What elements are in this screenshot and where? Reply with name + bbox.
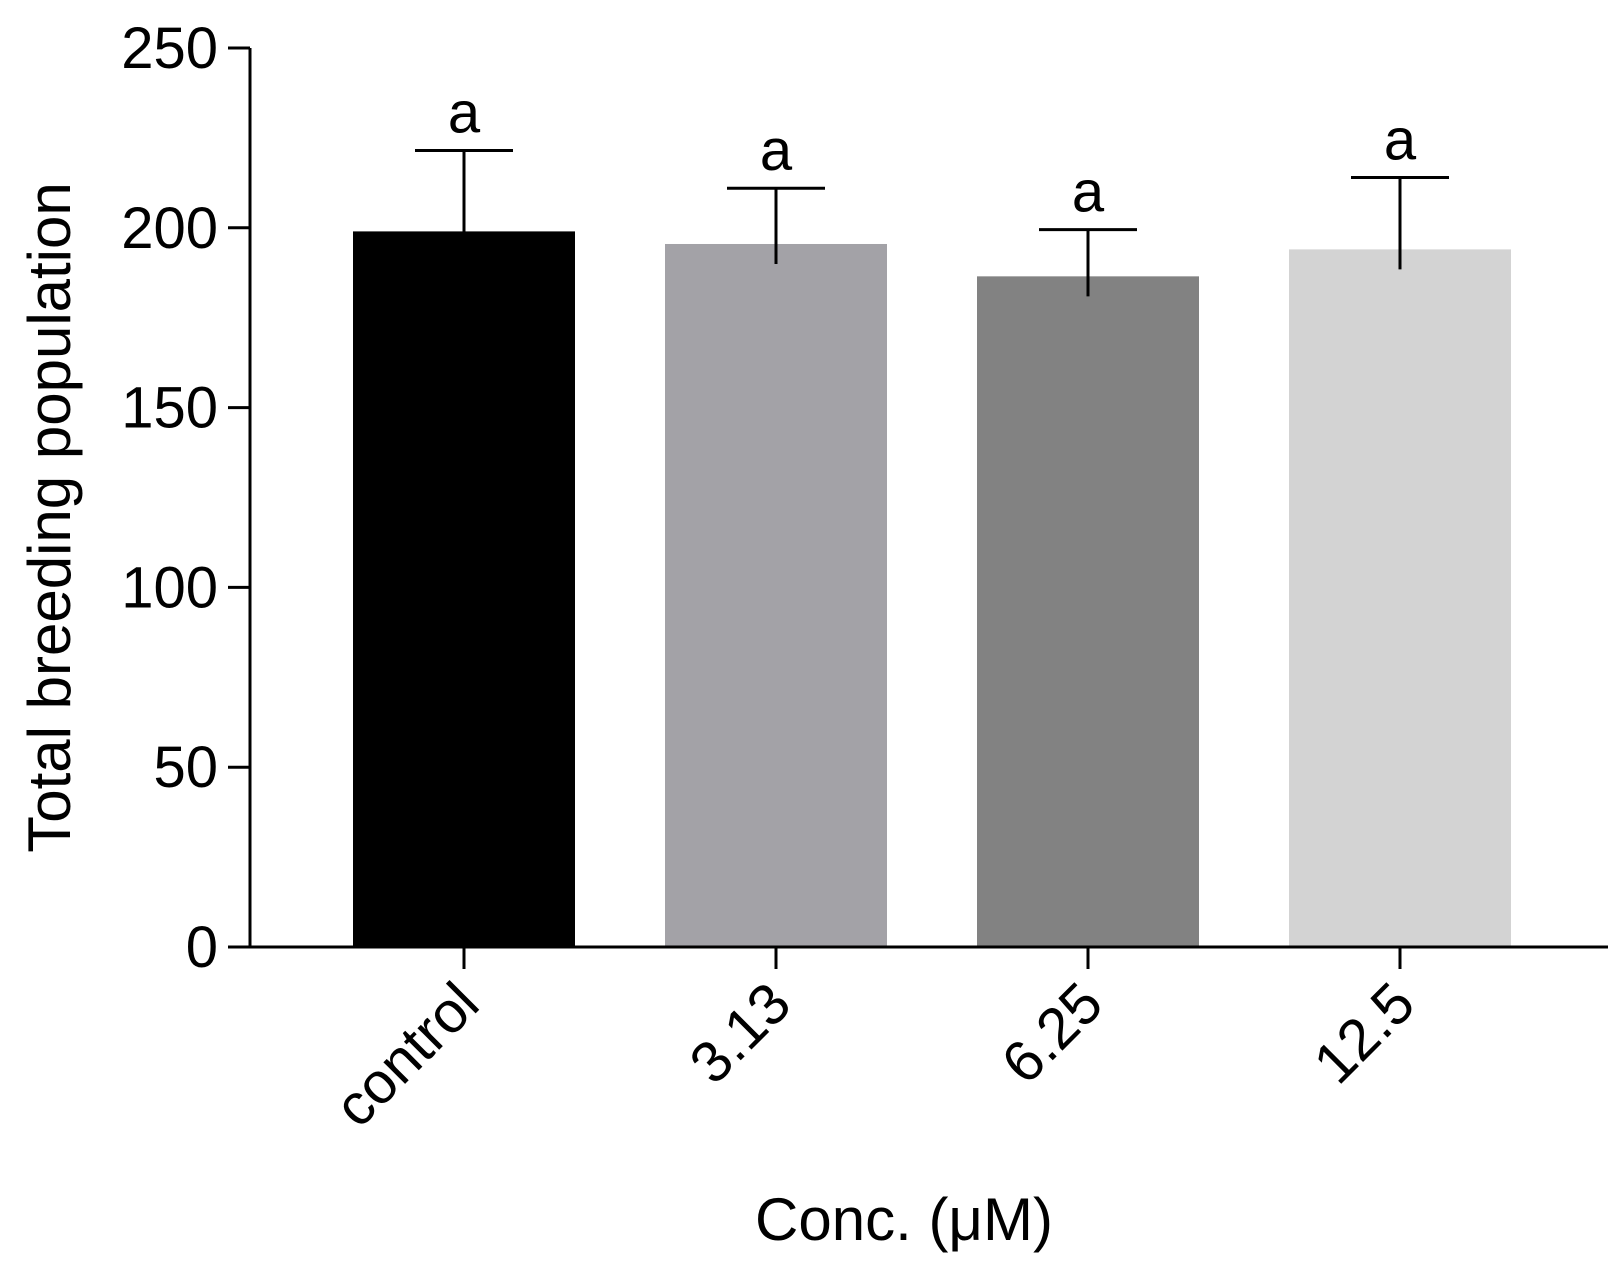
bars-group — [353, 231, 1511, 948]
x-tick-label: 6.25 — [989, 970, 1115, 1096]
x-tick-label: 3.13 — [677, 970, 803, 1096]
y-tick-label: 50 — [153, 735, 218, 800]
significance-label: a — [760, 118, 793, 183]
bar — [353, 231, 575, 947]
significance-labels-group: a a a a — [448, 80, 1417, 224]
y-axis-title: Total breeding population — [16, 182, 83, 853]
y-tick-label: 150 — [121, 376, 218, 441]
x-tick-label: control — [322, 970, 491, 1139]
significance-label: a — [1384, 107, 1417, 172]
y-axis-ticks: 0 50 100 150 200 250 — [121, 16, 250, 980]
y-tick-label: 100 — [121, 555, 218, 620]
x-axis-ticks: control 3.13 6.25 12.5 — [322, 947, 1427, 1139]
y-tick-label: 250 — [121, 16, 218, 81]
bar — [977, 276, 1199, 947]
x-tick-label: 12.5 — [1301, 970, 1427, 1096]
bar — [1289, 249, 1511, 948]
y-tick-label: 200 — [121, 196, 218, 261]
bar — [665, 243, 887, 947]
error-bars-group — [415, 148, 1449, 297]
y-tick-label: 0 — [186, 915, 218, 980]
significance-label: a — [1072, 160, 1105, 225]
significance-label: a — [448, 80, 481, 145]
x-axis-title: Conc. (μM) — [755, 1186, 1053, 1253]
